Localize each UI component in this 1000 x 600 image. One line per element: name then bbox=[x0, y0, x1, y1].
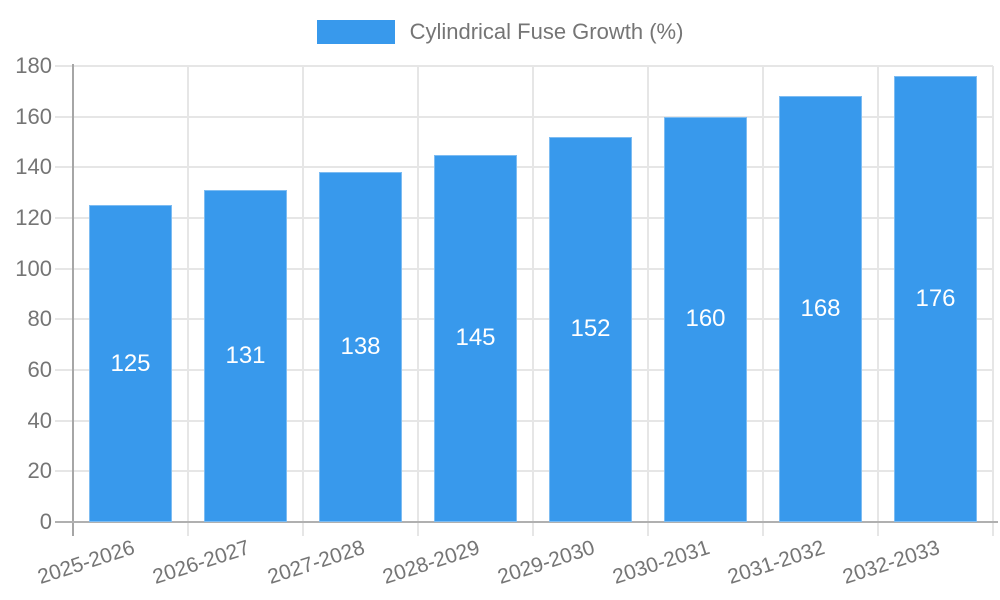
y-tick-label: 80 bbox=[27, 306, 52, 332]
h-gridline bbox=[55, 115, 993, 118]
y-tick-label: 100 bbox=[15, 255, 52, 281]
x-tick-label: 2028-2029 bbox=[379, 536, 483, 589]
h-gridline bbox=[55, 267, 993, 270]
x-tick-label: 2030-2031 bbox=[609, 536, 713, 589]
bar-2030-2031[interactable] bbox=[664, 116, 747, 522]
h-gridline bbox=[55, 166, 993, 169]
x-tick-label: 2027-2028 bbox=[264, 536, 368, 589]
v-gridline bbox=[647, 66, 649, 536]
v-gridline bbox=[877, 66, 879, 536]
y-tick-label: 0 bbox=[39, 509, 52, 534]
x-tick-label: 2025-2026 bbox=[34, 536, 138, 589]
h-gridline bbox=[55, 369, 993, 371]
y-tick-label: 180 bbox=[15, 53, 52, 78]
legend-label: Cylindrical Fuse Growth (%) bbox=[409, 19, 684, 44]
bar-2025-2026[interactable] bbox=[89, 205, 172, 522]
bar-2031-2032[interactable] bbox=[779, 96, 862, 522]
h-gridline bbox=[55, 65, 993, 67]
bar-2029-2030[interactable] bbox=[549, 136, 632, 522]
x-tick-label: 2026-2027 bbox=[149, 536, 253, 589]
bar-2028-2029[interactable] bbox=[434, 154, 517, 522]
y-tick-label: 40 bbox=[27, 407, 52, 433]
y-tick-label: 120 bbox=[15, 205, 52, 230]
x-tick-label: 2029-2030 bbox=[494, 536, 598, 589]
legend-swatch-icon bbox=[316, 20, 395, 44]
v-gridline bbox=[417, 66, 419, 536]
bar-2027-2028[interactable] bbox=[319, 172, 402, 522]
bar-2026-2027[interactable] bbox=[204, 190, 287, 522]
x-axis-line bbox=[55, 521, 998, 523]
h-gridline bbox=[55, 217, 993, 219]
y-tick-label: 20 bbox=[27, 458, 52, 484]
v-gridline bbox=[187, 66, 189, 536]
x-tick-label: 2032-2033 bbox=[839, 536, 943, 589]
v-gridline bbox=[762, 66, 764, 536]
y-axis-line bbox=[72, 64, 74, 536]
v-gridline bbox=[532, 66, 534, 536]
y-tick-label: 160 bbox=[15, 103, 52, 129]
y-tick-label: 60 bbox=[27, 357, 52, 382]
h-gridline bbox=[55, 419, 993, 422]
h-gridline bbox=[55, 318, 993, 321]
h-gridline bbox=[55, 470, 993, 473]
x-tick-label: 2031-2032 bbox=[724, 536, 828, 589]
bar-2032-2033[interactable] bbox=[894, 76, 977, 522]
v-gridline bbox=[992, 66, 994, 536]
y-tick-label: 140 bbox=[15, 154, 52, 180]
v-gridline bbox=[302, 66, 304, 536]
chart-legend[interactable]: Cylindrical Fuse Growth (%) bbox=[0, 19, 1000, 45]
